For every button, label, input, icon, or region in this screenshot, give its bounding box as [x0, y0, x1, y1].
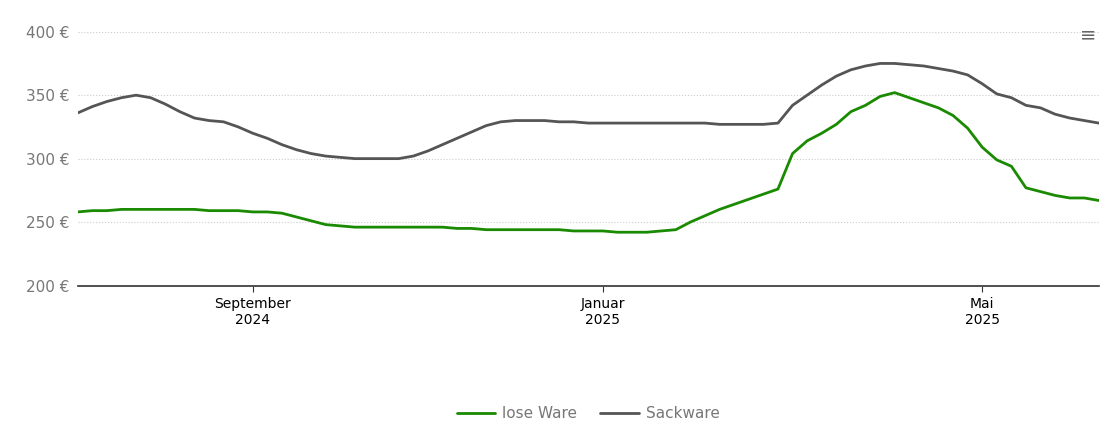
lose Ware — [567, 228, 581, 233]
lose Ware — [610, 230, 624, 235]
Text: ≡: ≡ — [1080, 25, 1097, 44]
lose Ware — [698, 213, 712, 218]
Sackware — [698, 121, 712, 126]
lose Ware — [216, 208, 230, 213]
Sackware — [349, 156, 362, 161]
Sackware — [1063, 115, 1077, 121]
Sackware — [1019, 103, 1032, 108]
Sackware — [582, 121, 595, 126]
Sackware — [1092, 121, 1106, 126]
lose Ware — [1063, 195, 1077, 201]
lose Ware — [71, 209, 84, 214]
Sackware — [216, 119, 230, 124]
Sackware — [71, 110, 84, 115]
lose Ware — [888, 90, 901, 95]
lose Ware — [1019, 185, 1032, 190]
Sackware — [874, 61, 887, 66]
Sackware — [100, 99, 113, 104]
lose Ware — [100, 208, 113, 213]
lose Ware — [1092, 198, 1106, 203]
Legend: lose Ware, Sackware: lose Ware, Sackware — [451, 400, 726, 423]
Line: lose Ware: lose Ware — [78, 93, 1099, 232]
Line: Sackware: Sackware — [78, 63, 1099, 159]
